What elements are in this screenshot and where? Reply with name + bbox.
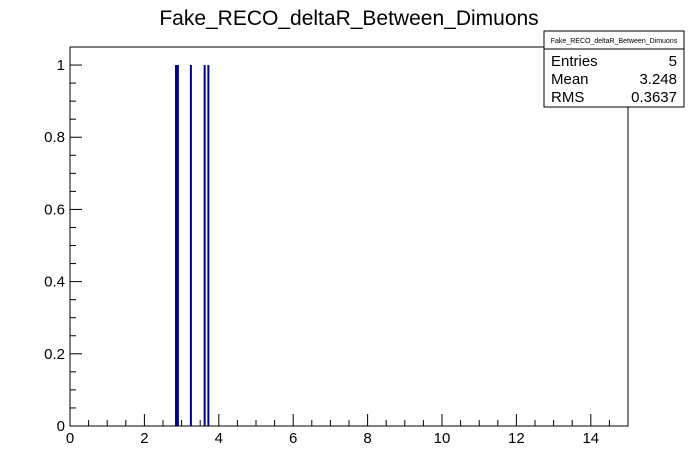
stats-entries-label: Entries bbox=[551, 53, 598, 70]
histogram-bars bbox=[175, 65, 210, 426]
x-tick-label: 0 bbox=[66, 430, 74, 447]
stats-rms-value: 0.3637 bbox=[631, 89, 677, 106]
y-axis: 0 0.2 0.4 0.6 0.8 1 bbox=[44, 46, 82, 435]
y-tick-label: 0.6 bbox=[44, 201, 65, 218]
x-tick-label: 4 bbox=[215, 430, 223, 447]
x-tick-label: 2 bbox=[140, 430, 148, 447]
x-tick-label: 14 bbox=[582, 430, 599, 447]
y-tick-label: 0.2 bbox=[44, 346, 65, 363]
stats-rms-label: RMS bbox=[551, 89, 584, 106]
stats-entries-value: 5 bbox=[669, 53, 677, 70]
x-tick-label: 8 bbox=[363, 430, 371, 447]
stats-mean-label: Mean bbox=[551, 71, 589, 88]
chart-title: Fake_RECO_deltaR_Between_Dimuons bbox=[159, 7, 538, 30]
x-tick-label: 10 bbox=[434, 430, 451, 447]
y-tick-label: 1 bbox=[57, 57, 65, 74]
y-tick-label: 0.8 bbox=[44, 129, 65, 146]
stats-box-title: Fake_RECO_deltaR_Between_Dimuons bbox=[551, 38, 678, 45]
x-tick-label: 6 bbox=[289, 430, 297, 447]
y-tick-label: 0 bbox=[57, 418, 65, 435]
x-axis: 0 2 4 6 8 10 12 14 bbox=[66, 414, 629, 447]
stats-mean-value: 3.248 bbox=[639, 71, 677, 88]
x-tick-label: 12 bbox=[508, 430, 525, 447]
y-tick-label: 0.4 bbox=[44, 274, 65, 291]
stats-box: Fake_RECO_deltaR_Between_Dimuons Entries… bbox=[543, 30, 685, 108]
